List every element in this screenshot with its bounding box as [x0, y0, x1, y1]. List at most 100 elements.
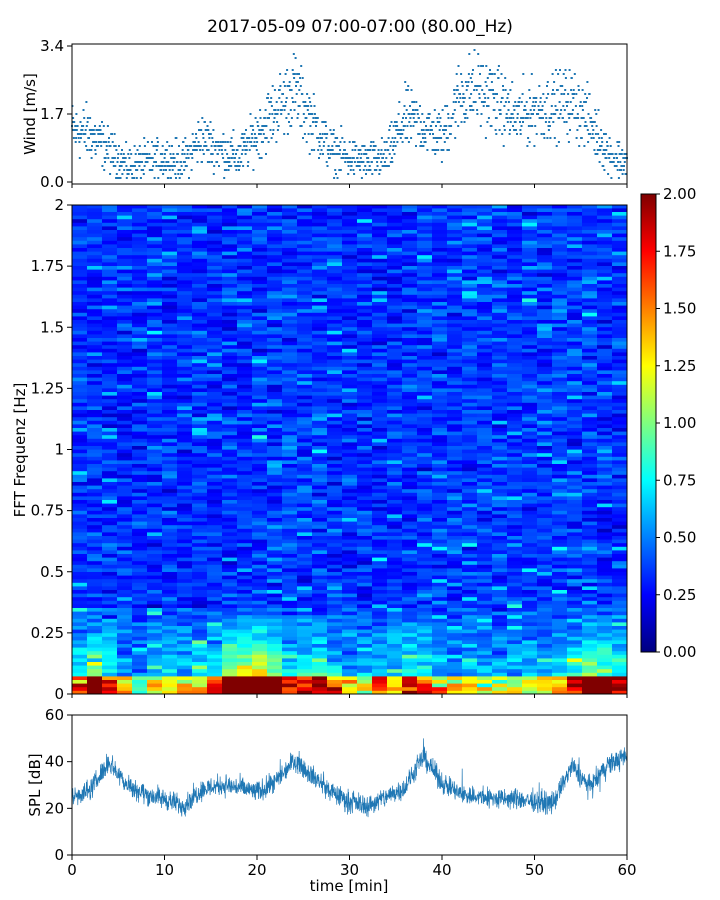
spectrogram-cell: [207, 283, 223, 288]
spectrogram-cell: [132, 434, 148, 439]
spectrogram-cell: [87, 521, 103, 526]
spectrogram-cell: [402, 348, 418, 353]
spectrogram-cell: [222, 247, 238, 252]
spectrogram-cell: [417, 208, 433, 212]
spectrogram-cell: [267, 445, 283, 450]
spectrogram-cell: [162, 481, 178, 486]
spectrogram-cell: [222, 362, 238, 367]
spectrogram-cell: [132, 528, 148, 533]
spectrogram-cell: [402, 578, 418, 583]
spectrogram-cell: [357, 316, 373, 320]
spectrogram-cell: [252, 269, 268, 274]
spectrogram-cell: [267, 485, 283, 490]
spectrogram-cell: [342, 643, 358, 648]
wind-point: [430, 129, 433, 131]
wind-point: [462, 93, 465, 95]
wind-point: [170, 157, 173, 159]
wind-point: [199, 145, 202, 147]
spectrogram-cell: [207, 330, 223, 335]
wind-point: [463, 121, 466, 123]
wind-point: [431, 121, 434, 123]
spectrogram-cell: [237, 359, 253, 364]
spectrogram-cell: [267, 611, 283, 616]
spectrogram-cell: [312, 510, 328, 515]
spectrogram-cell: [192, 542, 208, 547]
spectrogram-cell: [432, 514, 448, 518]
spectrogram-cell: [132, 586, 148, 590]
spectrogram-cell: [87, 438, 103, 443]
spectrogram-cell: [147, 485, 163, 490]
spectrogram-cell: [132, 388, 148, 392]
spectrogram-cell: [327, 218, 343, 223]
wind-point: [360, 153, 363, 155]
wind-point: [95, 141, 98, 143]
spectrogram-cell: [117, 211, 133, 216]
spectrogram-cell: [417, 244, 433, 248]
wind-point: [417, 117, 420, 119]
wind-point: [541, 105, 544, 107]
spectrogram-cell: [222, 640, 238, 644]
spectrogram-cell: [87, 409, 103, 414]
spectrogram-cell: [297, 665, 313, 670]
spectrogram-cell: [357, 470, 373, 475]
spectrogram-cell: [117, 402, 133, 407]
spectrogram-cell: [387, 247, 403, 252]
wind-point: [179, 169, 182, 171]
spectrogram-cell: [132, 287, 148, 292]
spectrogram-cell: [372, 409, 388, 414]
spectrogram-cell: [417, 672, 433, 677]
spectrogram-cell: [432, 427, 448, 432]
spectrogram-cell: [177, 391, 193, 396]
spectrogram-cell: [327, 240, 343, 245]
spectrogram-cell: [177, 456, 193, 461]
wind-point: [84, 133, 87, 135]
spectrogram-cell: [432, 632, 448, 637]
spectrogram-cell: [177, 319, 193, 324]
spectrogram-cell: [417, 539, 433, 544]
spectrogram-cell: [147, 571, 163, 576]
wind-point: [400, 121, 403, 123]
spectrogram-cell: [402, 445, 418, 450]
spectrogram-cell: [102, 640, 118, 644]
spectrogram-cell: [402, 424, 418, 428]
spectrogram-cell: [417, 650, 433, 655]
spectrogram-cell: [312, 661, 328, 666]
spectrogram-cell: [432, 449, 448, 454]
spectrogram-cell: [387, 438, 403, 443]
spectrogram-cell: [342, 276, 358, 281]
spectrogram-cell: [222, 402, 238, 407]
spectrogram-cell: [432, 373, 448, 378]
spectrogram-cell: [252, 496, 268, 500]
wind-point: [128, 169, 130, 171]
spectrogram-cell: [297, 611, 313, 616]
spectrogram-cell: [177, 589, 193, 594]
wind-point: [457, 65, 460, 67]
spectrogram-cell: [177, 596, 193, 601]
spectrogram-cell: [102, 607, 118, 612]
spectrogram-cell: [192, 654, 208, 659]
wind-point: [374, 145, 377, 147]
wind-point: [316, 137, 319, 139]
spectrogram-cell: [342, 488, 358, 493]
spectrogram-cell: [252, 690, 268, 694]
wind-point: [188, 177, 190, 179]
wind-point: [351, 157, 354, 159]
spectrogram-cell: [372, 305, 388, 310]
spectrogram-cell: [282, 625, 298, 630]
spectrogram-cell: [72, 319, 88, 324]
spectrogram-cell: [297, 535, 313, 540]
spectrogram-cell: [282, 352, 298, 356]
spectrogram-cell: [297, 622, 313, 626]
spectrogram-cell: [222, 550, 238, 554]
wind-point: [609, 153, 611, 155]
spectrogram-cell: [372, 233, 388, 238]
wind-point: [207, 149, 210, 151]
spectrogram-cell: [417, 380, 433, 385]
wind-point: [282, 81, 285, 83]
wind-point: [432, 121, 435, 123]
spectrogram-cell: [102, 499, 118, 504]
spectrogram-cell: [237, 391, 253, 396]
wind-point: [216, 153, 219, 155]
spectrogram-cell: [312, 643, 328, 648]
spectrogram-cell: [162, 496, 178, 500]
